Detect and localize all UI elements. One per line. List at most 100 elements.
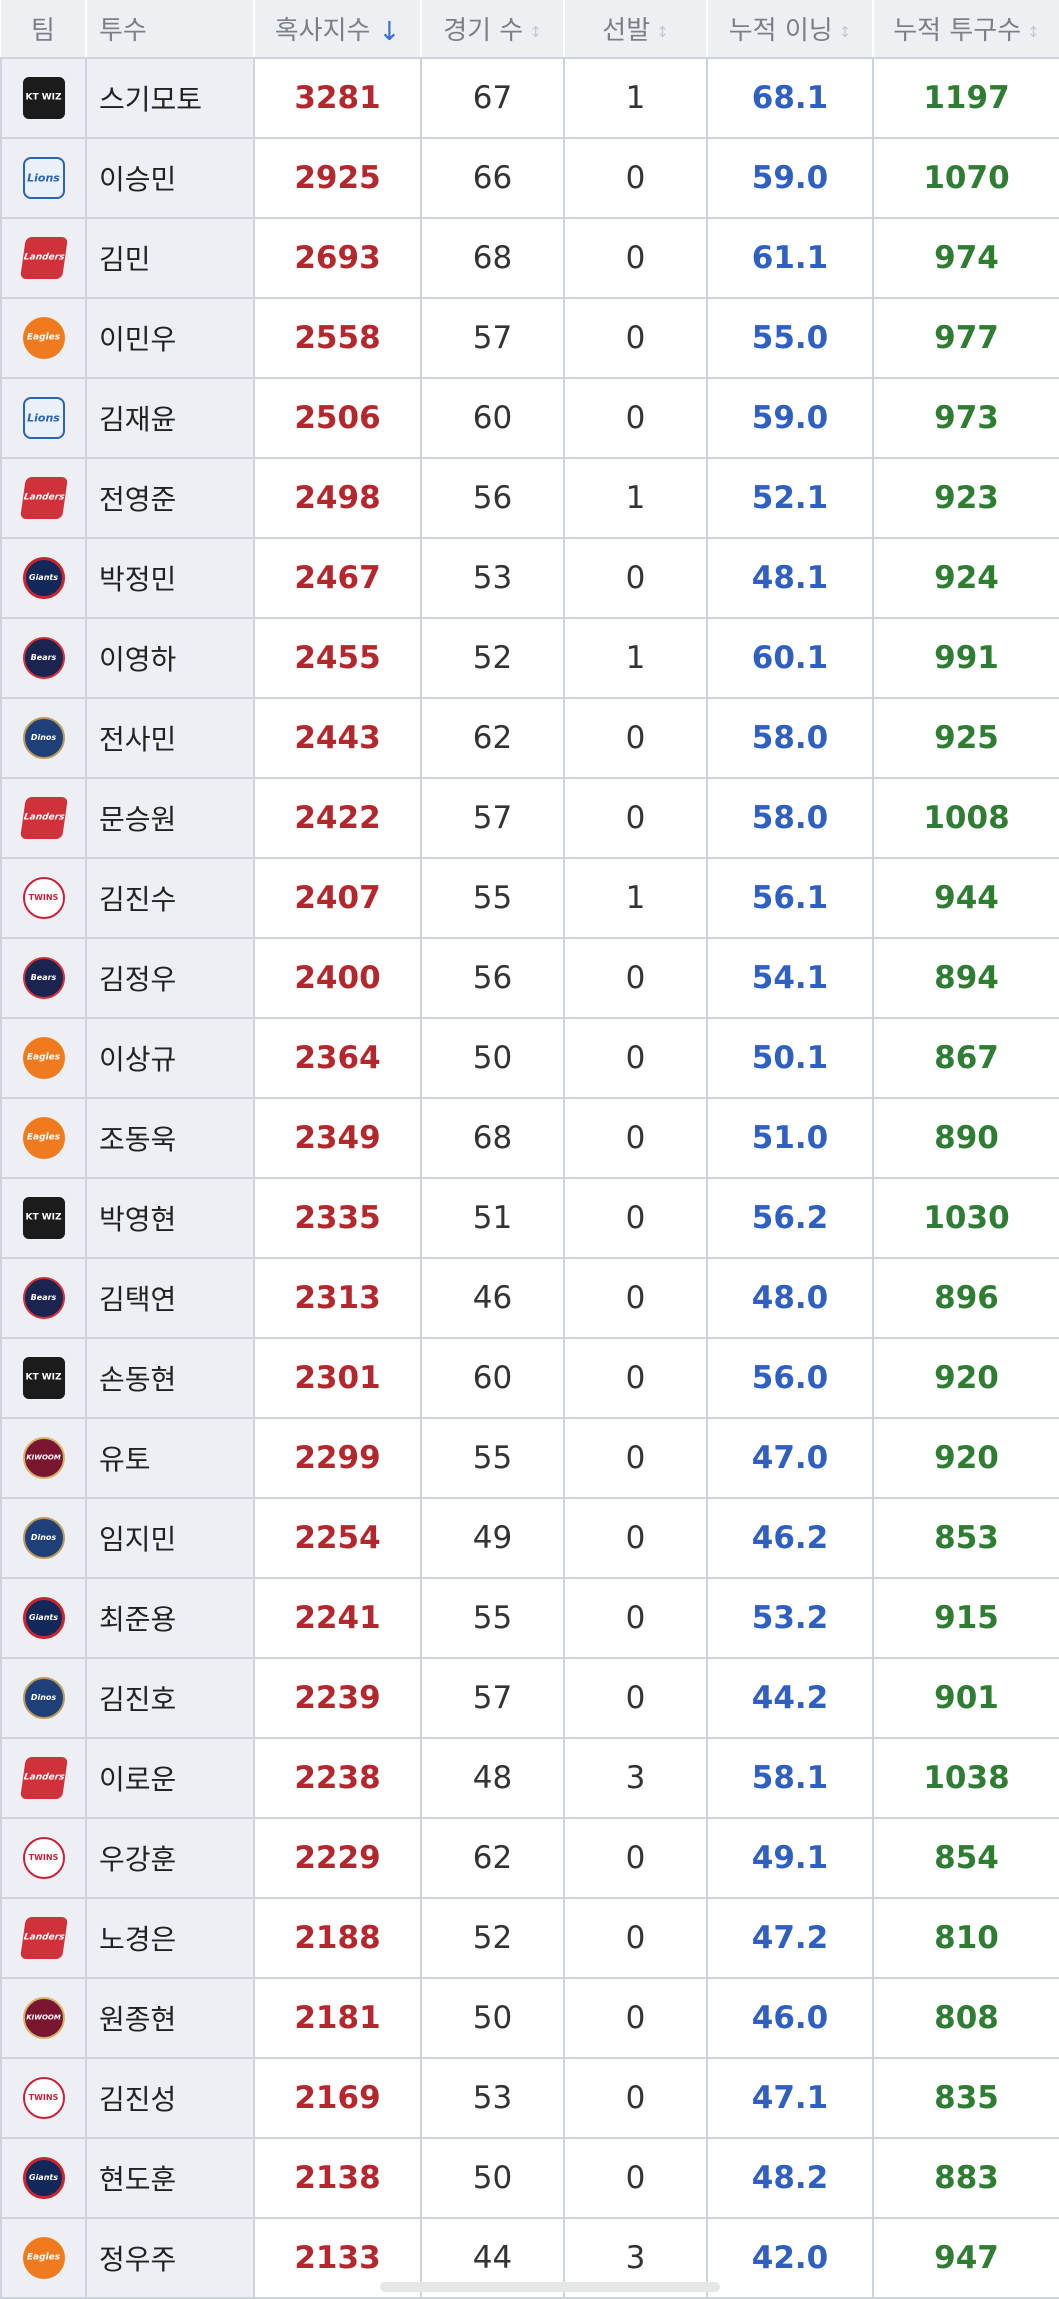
table-row[interactable]: Landers 문승원 2422 57 0 58.0 1008 (0, 778, 1059, 859)
games-value: 57 (421, 1658, 565, 1739)
starts-value: 0 (564, 2058, 708, 2139)
column-header-innings[interactable]: 누적 이닝 ↕ (707, 0, 874, 59)
pitcher-name[interactable]: 이민우 (86, 298, 255, 379)
pitches-value: 947 (873, 2218, 1059, 2299)
pitcher-name[interactable]: 이상규 (86, 1018, 255, 1099)
pitcher-name[interactable]: 김진수 (86, 858, 255, 939)
table-row[interactable]: Landers 김민 2693 68 0 61.1 974 (0, 218, 1059, 299)
table-row[interactable]: Bears 김정우 2400 56 0 54.1 894 (0, 938, 1059, 1019)
sort-descending-icon[interactable]: ↓ (378, 16, 401, 47)
table-row[interactable]: Eagles 이민우 2558 57 0 55.0 977 (0, 298, 1059, 379)
table-row[interactable]: KIWOOM 원종현 2181 50 0 46.0 808 (0, 1978, 1059, 2059)
games-value: 62 (421, 698, 565, 779)
pitches-value: 890 (873, 1098, 1059, 1179)
pitcher-name[interactable]: 임지민 (86, 1498, 255, 1579)
table-row[interactable]: TWINS 우강훈 2229 62 0 49.1 854 (0, 1818, 1059, 1899)
pitcher-name[interactable]: 현도훈 (86, 2138, 255, 2219)
table-row[interactable]: Dinos 전사민 2443 62 0 58.0 925 (0, 698, 1059, 779)
pitcher-name[interactable]: 정우주 (86, 2218, 255, 2299)
pitcher-name[interactable]: 김택연 (86, 1258, 255, 1339)
table-row[interactable]: Giants 현도훈 2138 50 0 48.2 883 (0, 2138, 1059, 2219)
table-row[interactable]: Landers 노경은 2188 52 0 47.2 810 (0, 1898, 1059, 1979)
table-row[interactable]: KIWOOM 유토 2299 55 0 47.0 920 (0, 1418, 1059, 1499)
pitches-value: 923 (873, 458, 1059, 539)
column-header-pitcher[interactable]: 투수 (86, 0, 255, 59)
column-header-starts[interactable]: 선발 ↕ (564, 0, 708, 59)
team-logo-text: Giants (29, 1613, 58, 1622)
pitcher-name[interactable]: 노경은 (86, 1898, 255, 1979)
pitches-value: 1197 (873, 58, 1059, 139)
table-row[interactable]: Lions 이승민 2925 66 0 59.0 1070 (0, 138, 1059, 219)
innings-value: 54.1 (707, 938, 874, 1019)
team-logo-giants-icon: Giants (22, 1597, 65, 1639)
table-row[interactable]: Lions 김재윤 2506 60 0 59.0 973 (0, 378, 1059, 459)
pitcher-name[interactable]: 박정민 (86, 538, 255, 619)
sort-icon[interactable]: ↕ (1027, 22, 1040, 41)
table-row[interactable]: Dinos 김진호 2239 57 0 44.2 901 (0, 1658, 1059, 1739)
team-cell: Landers (0, 1738, 87, 1819)
table-row[interactable]: Dinos 임지민 2254 49 0 46.2 853 (0, 1498, 1059, 1579)
column-header-team[interactable]: 팀 (1, 0, 87, 59)
holds-index-value: 2335 (254, 1178, 422, 1259)
pitches-value: 854 (873, 1818, 1059, 1899)
starts-value: 0 (564, 138, 708, 219)
pitcher-name[interactable]: 이영하 (86, 618, 255, 699)
table-row[interactable]: KT WIZ 박영현 2335 51 0 56.2 1030 (0, 1178, 1059, 1259)
team-logo-twins-icon: TWINS (22, 2077, 65, 2119)
pitcher-name[interactable]: 원종현 (86, 1978, 255, 2059)
table-row[interactable]: Eagles 조동욱 2349 68 0 51.0 890 (0, 1098, 1059, 1179)
holds-index-value: 2506 (254, 378, 422, 459)
pitcher-name[interactable]: 스기모토 (86, 58, 255, 139)
pitcher-name[interactable]: 우강훈 (86, 1818, 255, 1899)
innings-value: 58.1 (707, 1738, 874, 1819)
pitcher-name[interactable]: 김정우 (86, 938, 255, 1019)
column-header-pitches[interactable]: 누적 투구수 ↕ (873, 0, 1059, 59)
table-row[interactable]: Bears 김택연 2313 46 0 48.0 896 (0, 1258, 1059, 1339)
pitcher-name[interactable]: 최준용 (86, 1578, 255, 1659)
sort-icon[interactable]: ↕ (656, 22, 669, 41)
pitcher-name[interactable]: 조동욱 (86, 1098, 255, 1179)
table-row[interactable]: Eagles 이상규 2364 50 0 50.1 867 (0, 1018, 1059, 1099)
games-value: 50 (421, 1978, 565, 2059)
sort-icon[interactable]: ↕ (529, 22, 542, 41)
pitcher-name[interactable]: 김진호 (86, 1658, 255, 1739)
team-logo-text: Landers (22, 1932, 65, 1943)
pitcher-name[interactable]: 박영현 (86, 1178, 255, 1259)
table-row[interactable]: Giants 박정민 2467 53 0 48.1 924 (0, 538, 1059, 619)
team-cell: TWINS (0, 1818, 87, 1899)
table-row[interactable]: Landers 이로운 2238 48 3 58.1 1038 (0, 1738, 1059, 1819)
pitcher-name[interactable]: 전사민 (86, 698, 255, 779)
team-logo-text: TWINS (28, 1853, 59, 1862)
table-row[interactable]: TWINS 김진성 2169 53 0 47.1 835 (0, 2058, 1059, 2139)
pitches-value: 973 (873, 378, 1059, 459)
pitcher-name[interactable]: 김재윤 (86, 378, 255, 459)
table-row[interactable]: Landers 전영준 2498 56 1 52.1 923 (0, 458, 1059, 539)
pitches-value: 808 (873, 1978, 1059, 2059)
pitcher-name[interactable]: 김진성 (86, 2058, 255, 2139)
pitcher-name[interactable]: 이승민 (86, 138, 255, 219)
team-cell: TWINS (0, 2058, 87, 2139)
innings-value: 56.2 (707, 1178, 874, 1259)
team-logo-landers-icon: Landers (19, 477, 68, 519)
sort-icon[interactable]: ↕ (838, 22, 852, 41)
table-row[interactable]: KT WIZ 손동현 2301 60 0 56.0 920 (0, 1338, 1059, 1419)
pitcher-name[interactable]: 문승원 (86, 778, 255, 859)
pitcher-name[interactable]: 이로운 (86, 1738, 255, 1819)
pitcher-name[interactable]: 전영준 (86, 458, 255, 539)
column-header-holds-index[interactable]: 혹사지수 ↓ (254, 0, 422, 59)
table-row[interactable]: KT WIZ 스기모토 3281 67 1 68.1 1197 (0, 58, 1059, 139)
games-value: 55 (421, 1578, 565, 1659)
pitches-value: 1008 (873, 778, 1059, 859)
pitcher-name[interactable]: 손동현 (86, 1338, 255, 1419)
pitcher-name[interactable]: 유토 (86, 1418, 255, 1499)
starts-value: 0 (564, 1578, 708, 1659)
pitcher-name[interactable]: 김민 (86, 218, 255, 299)
pitches-value: 896 (873, 1258, 1059, 1339)
table-row[interactable]: Giants 최준용 2241 55 0 53.2 915 (0, 1578, 1059, 1659)
holds-index-value: 2313 (254, 1258, 422, 1339)
pitches-value: 977 (873, 298, 1059, 379)
team-logo-bears-icon: Bears (22, 1277, 65, 1319)
table-row[interactable]: Bears 이영하 2455 52 1 60.1 991 (0, 618, 1059, 699)
table-row[interactable]: TWINS 김진수 2407 55 1 56.1 944 (0, 858, 1059, 939)
column-header-games[interactable]: 경기 수 ↕ (421, 0, 565, 59)
